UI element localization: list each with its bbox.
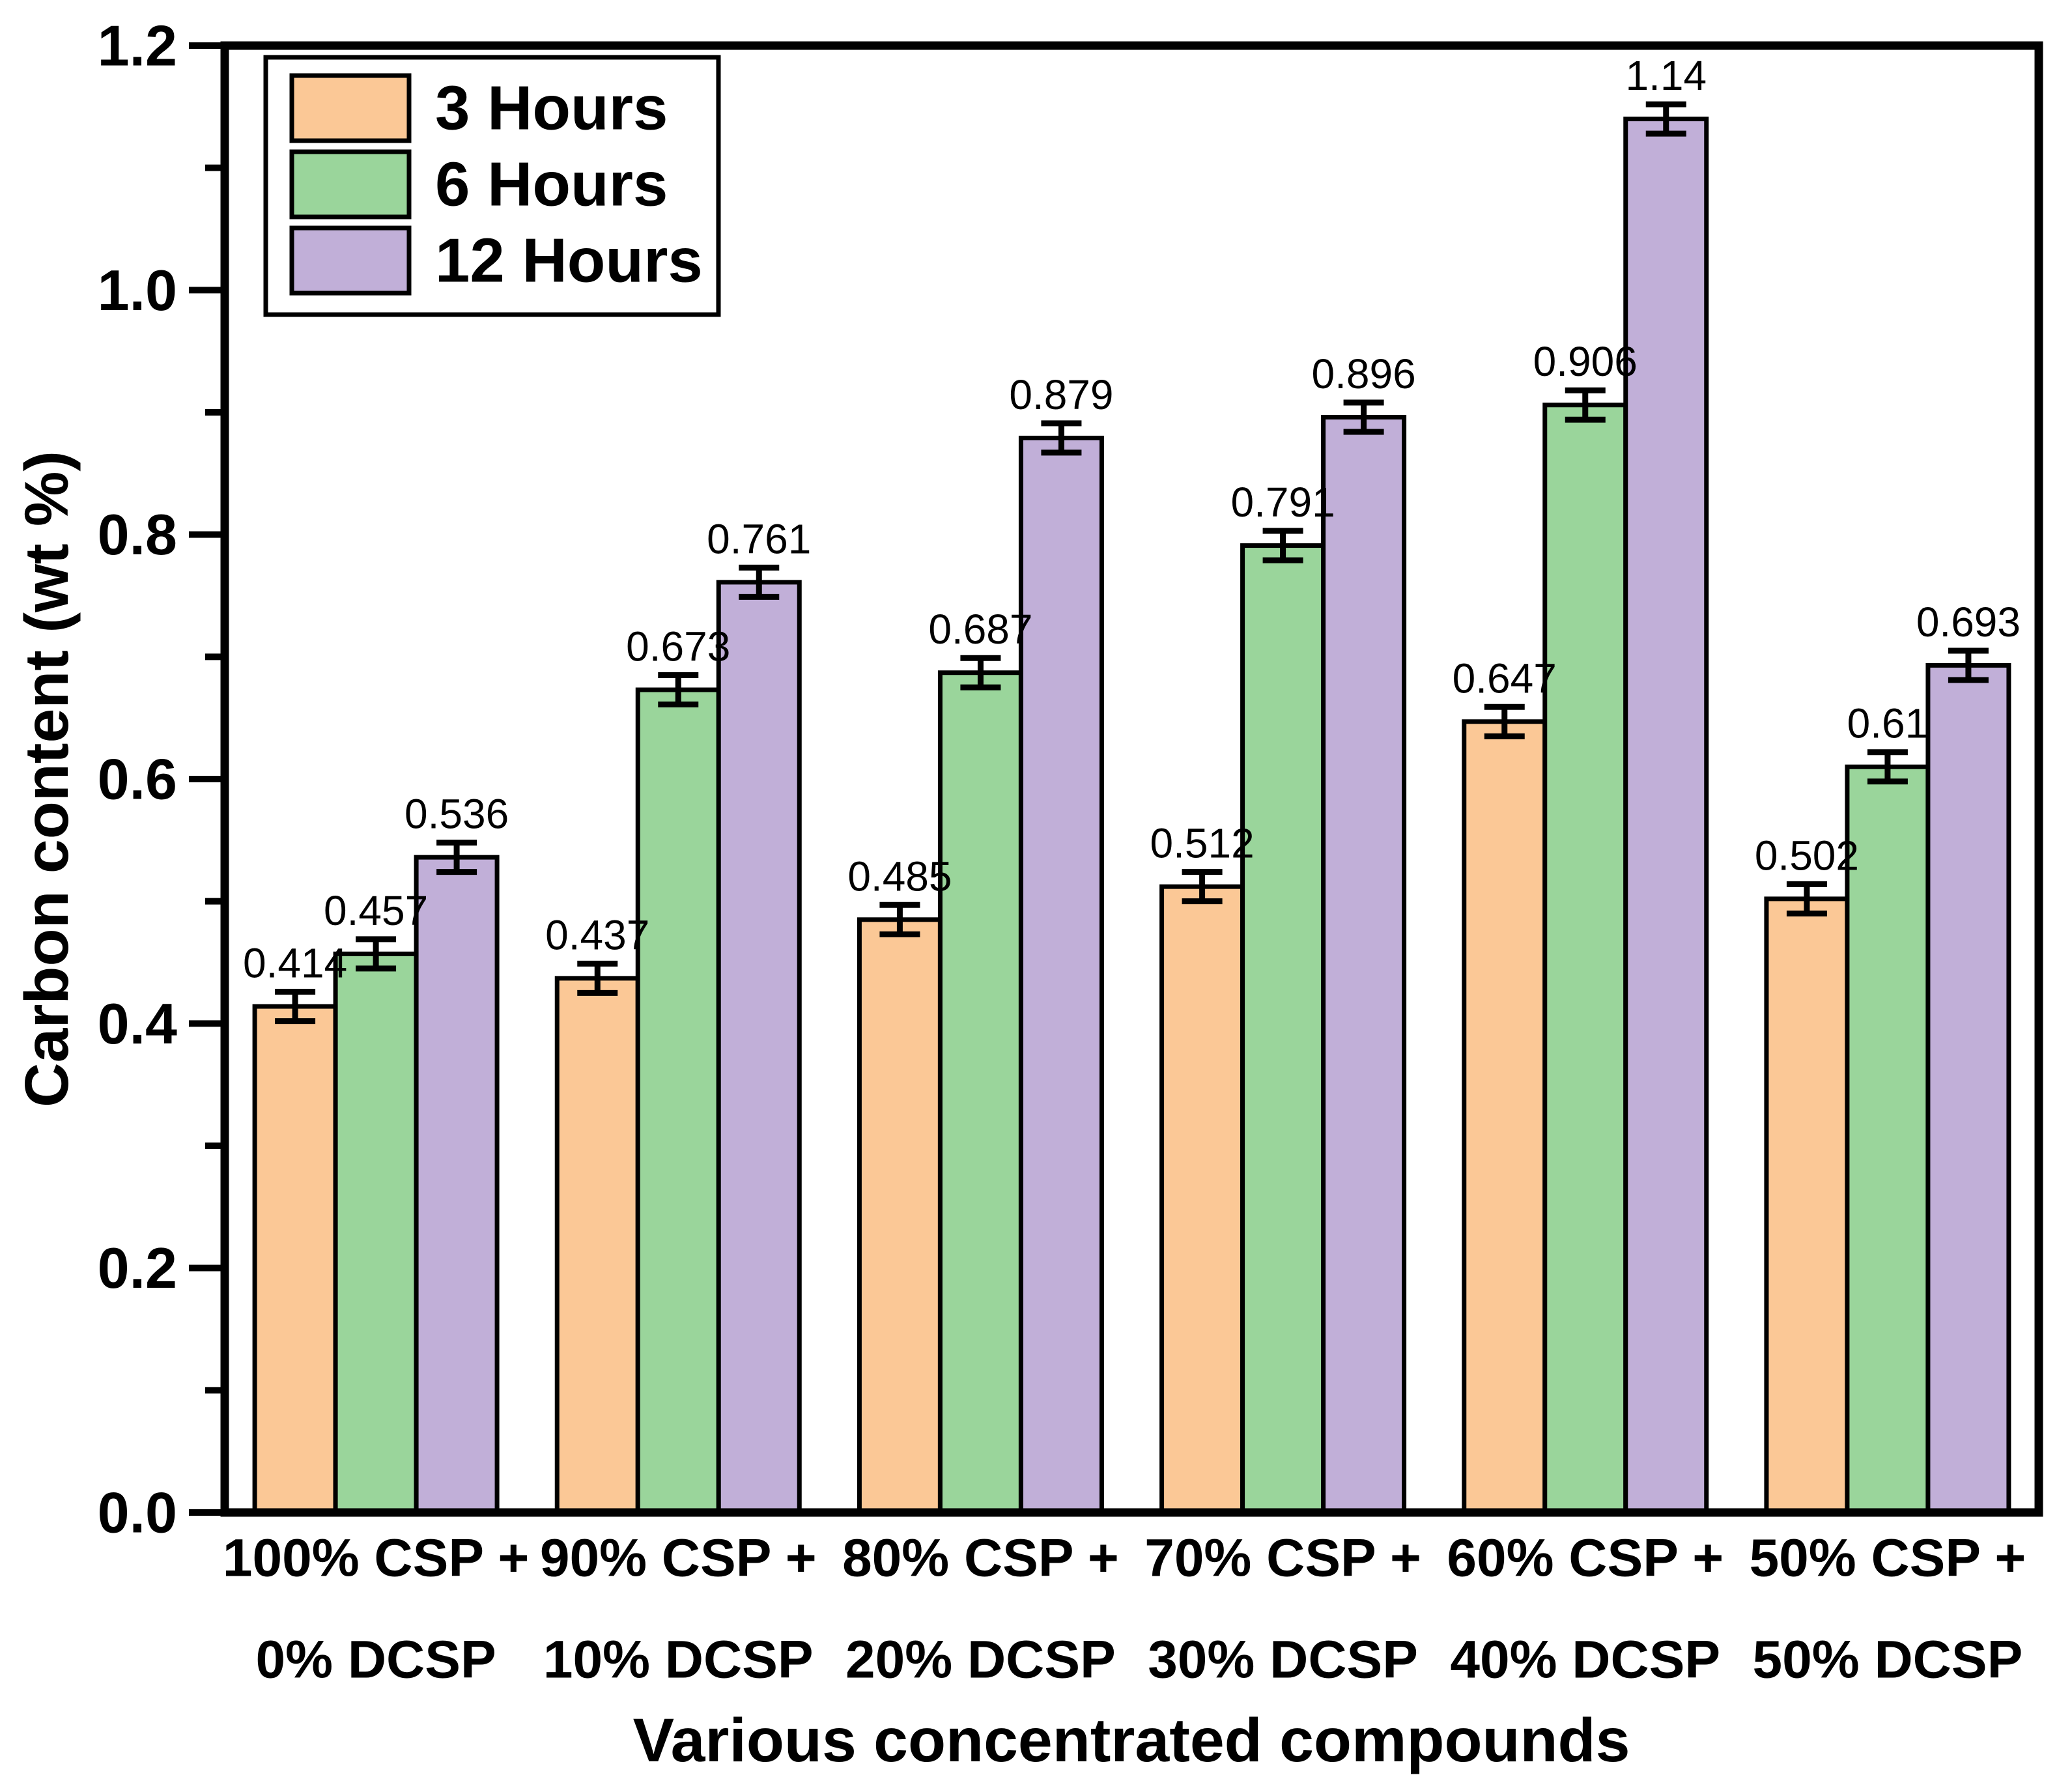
legend-swatch-12hours <box>289 225 412 296</box>
y-tick-label: 1.2 <box>98 14 177 78</box>
x-tick-label-line2: 30% DCSP <box>1148 1630 1418 1690</box>
bar-value-label: 0.693 <box>1916 599 2021 646</box>
bar-value-label: 1.14 <box>1625 52 1707 99</box>
bar-value-label: 0.791 <box>1231 479 1335 526</box>
x-tick-label-line2: 20% DCSP <box>845 1630 1116 1690</box>
y-axis-title: Carbon content (wt %) <box>12 451 81 1107</box>
bar-6hours-group2 <box>635 687 721 1515</box>
bar-value-label: 0.687 <box>928 606 1032 653</box>
legend-swatch-6hours <box>289 149 412 220</box>
bar-value-label: 0.896 <box>1312 350 1416 397</box>
x-tick-label-line1: 80% CSP + <box>842 1529 1119 1588</box>
bar-value-label: 0.457 <box>324 887 428 934</box>
bar-3hours-group2 <box>554 976 640 1515</box>
axes-layer: 0.0 0.2 0.4 0.6 0.8 1.0 1.2 <box>98 14 2043 1545</box>
bar-value-label: 0.536 <box>404 791 509 838</box>
x-tick-label-line1: 70% CSP + <box>1144 1529 1421 1588</box>
bar-value-label: 0.673 <box>626 623 730 670</box>
value-labels-layer: 0.414 0.457 0.536 0.437 0.673 0.761 0.485 0.687… <box>243 52 2021 986</box>
legend-swatch-3hours <box>289 73 412 143</box>
bar-3hours-group1 <box>252 1004 338 1515</box>
bar-3hours-group6 <box>1764 896 1850 1515</box>
bar-6hours-group5 <box>1542 403 1628 1515</box>
bar-value-label: 0.437 <box>545 911 649 958</box>
y-tick-label: 0.2 <box>98 1236 177 1300</box>
error-bars-layer <box>275 101 1989 1025</box>
bar-value-label: 0.512 <box>1150 820 1255 867</box>
y-tick-label: 0.6 <box>98 747 177 812</box>
x-tick-label-line1: 50% CSP + <box>1750 1529 2026 1588</box>
bar-value-label: 0.61 <box>1847 700 1929 747</box>
bar-6hours-group3 <box>937 670 1023 1515</box>
x-tick-label-line2: 50% DCSP <box>1753 1630 2023 1690</box>
x-tick-labels-layer: 100% CSP + 0% DCSP 90% CSP + 10% DCSP 80% CS… <box>223 1529 2026 1690</box>
bar-value-label: 0.879 <box>1009 371 1113 418</box>
x-tick-label-line1: 100% CSP + <box>223 1529 529 1588</box>
bar-12hours-group3 <box>1018 435 1104 1515</box>
bar-3hours-group4 <box>1159 884 1245 1515</box>
x-axis-title: Various concentrated compounds <box>633 1706 1630 1775</box>
bar-12hours-group5 <box>1623 117 1709 1515</box>
bars-layer <box>252 117 2011 1515</box>
x-tick-label-line2: 0% DCSP <box>256 1630 496 1690</box>
x-tick-label-line2: 40% DCSP <box>1450 1630 1720 1690</box>
legend-label: 3 Hours <box>435 74 668 143</box>
bar-12hours-group1 <box>414 855 500 1515</box>
x-tick-label-line2: 10% DCSP <box>543 1630 814 1690</box>
bar-value-label: 0.647 <box>1453 655 1557 702</box>
bar-3hours-group5 <box>1462 719 1548 1515</box>
bar-12hours-group2 <box>716 580 802 1515</box>
bar-value-label: 0.906 <box>1533 338 1638 385</box>
legend-label: 12 Hours <box>435 226 703 296</box>
bar-6hours-group1 <box>333 951 419 1515</box>
bar-12hours-group4 <box>1321 415 1407 1515</box>
bar-value-label: 0.485 <box>847 853 952 900</box>
y-tick-label: 1.0 <box>98 258 177 322</box>
bar-12hours-group6 <box>1925 662 2011 1515</box>
y-tick-label: 0.8 <box>98 502 177 567</box>
bar-6hours-group6 <box>1845 764 1931 1515</box>
bar-value-label: 0.502 <box>1755 832 1859 879</box>
legend-label: 6 Hours <box>435 150 668 220</box>
bar-value-label: 0.761 <box>707 515 811 562</box>
y-tick-label: 0.0 <box>98 1481 177 1545</box>
bar-value-label: 0.414 <box>243 940 347 987</box>
x-tick-label-line1: 60% CSP + <box>1447 1529 1724 1588</box>
bar-3hours-group3 <box>857 917 943 1515</box>
bar-6hours-group4 <box>1240 543 1326 1515</box>
plot-frame <box>220 41 2043 1517</box>
x-tick-label-line1: 90% CSP + <box>540 1529 817 1588</box>
y-tick-label: 0.4 <box>98 991 177 1056</box>
